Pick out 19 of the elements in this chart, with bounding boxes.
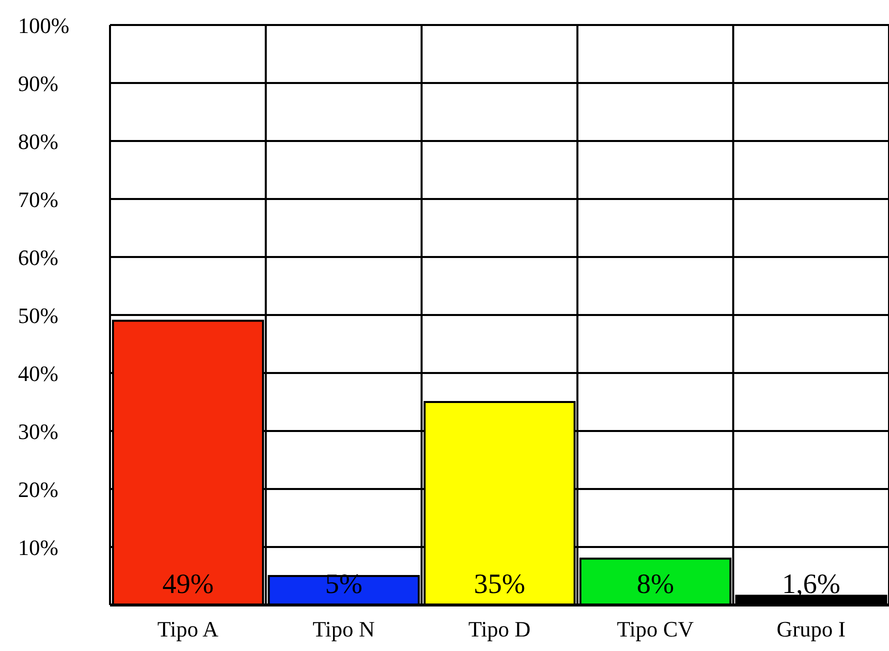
data-label: 1,6% [782, 569, 840, 600]
x-tick-label: Tipo D [468, 616, 531, 642]
x-tick-label: Tipo CV [616, 616, 694, 642]
y-tick-label: 80% [18, 129, 58, 154]
data-label: 49% [162, 569, 214, 600]
x-tick-label: Tipo N [312, 616, 375, 642]
y-tick-label: 10% [18, 535, 58, 560]
y-tick-label: 90% [18, 71, 58, 96]
y-tick-label: 100% [18, 13, 70, 38]
data-label: 8% [636, 569, 674, 600]
y-tick-label: 40% [18, 361, 58, 386]
data-label: 35% [474, 569, 526, 600]
y-tick-label: 50% [18, 303, 58, 328]
y-tick-label: 20% [18, 477, 58, 502]
y-tick-label: 60% [18, 245, 58, 270]
x-tick-label: Tipo A [157, 616, 218, 642]
x-tick-label: Grupo I [776, 616, 846, 642]
y-tick-label: 70% [18, 187, 58, 212]
y-tick-label: 30% [18, 419, 58, 444]
